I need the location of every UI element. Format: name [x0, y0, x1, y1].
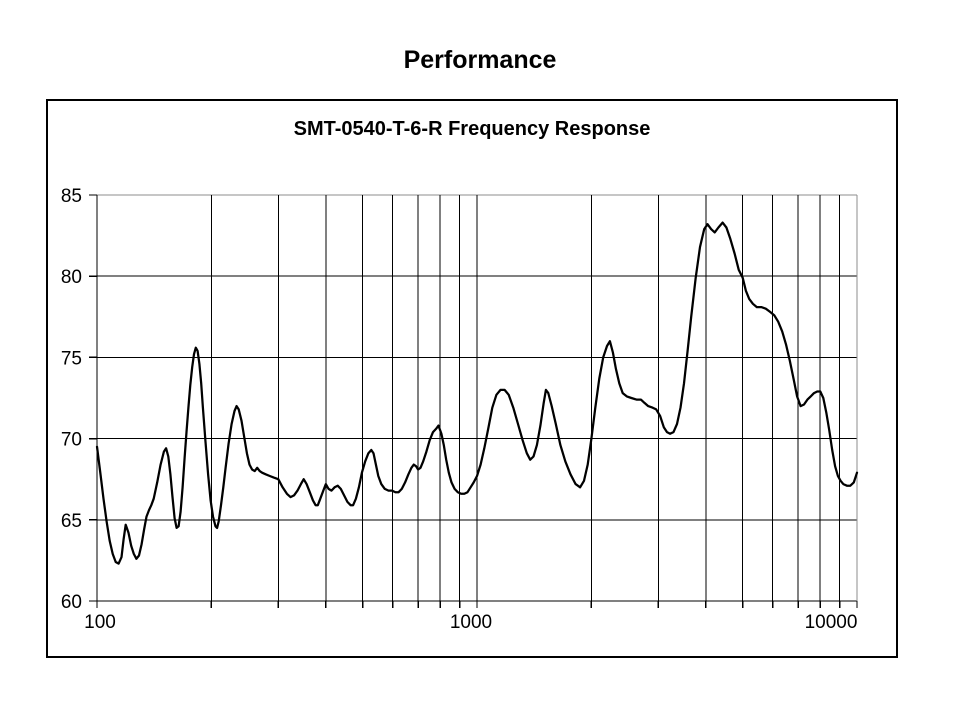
y-tick-label: 75 [61, 348, 82, 369]
chart-title: SMT-0540-T-6-R Frequency Response [293, 118, 651, 140]
x-tick-label: 1000 [450, 612, 492, 633]
x-tick-label: 10000 [805, 612, 858, 633]
y-tick-label: 60 [61, 592, 82, 613]
chart-frame: SMT-0540-T-6-R Frequency Response 60 65 70… [46, 99, 898, 658]
x-tick-label: 100 [84, 612, 116, 633]
y-tick-label: 65 [61, 511, 82, 532]
frequency-response-plot: 60 65 70 75 80 85 100 1000 10000 [61, 186, 859, 633]
page-title: Performance [403, 46, 557, 74]
y-tick-label: 80 [61, 267, 82, 288]
y-tick-label: 85 [61, 186, 82, 207]
y-tick-label: 70 [61, 430, 82, 451]
response-curve [95, 221, 859, 565]
